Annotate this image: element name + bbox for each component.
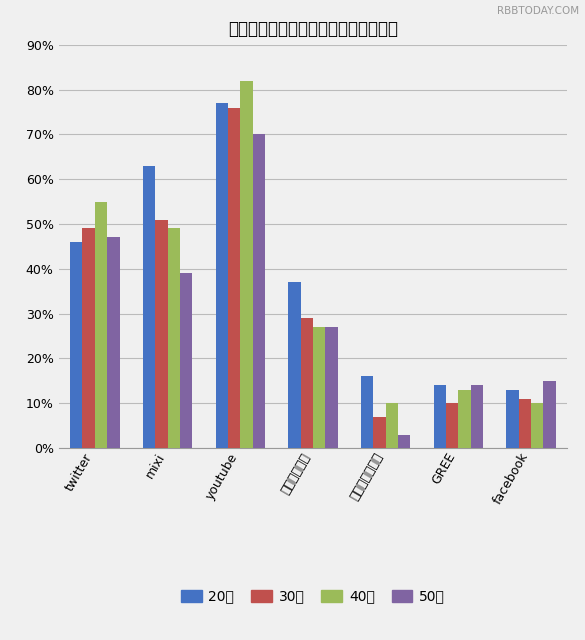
Bar [301,318,313,448]
Bar [325,327,338,448]
Bar [253,134,265,448]
Bar [288,282,301,448]
Bar [531,403,543,448]
Bar [507,390,519,448]
Bar [180,273,192,448]
Legend: 20代, 30代, 40代, 50代: 20代, 30代, 40代, 50代 [175,584,451,609]
Bar [446,403,459,448]
Bar [82,228,95,448]
Text: RBBTODAY.COM: RBBTODAY.COM [497,6,579,17]
Bar [519,399,531,448]
Bar [471,385,483,448]
Bar [155,220,167,448]
Bar [433,385,446,448]
Bar [543,381,556,448]
Bar [107,237,119,448]
Bar [167,228,180,448]
Bar [373,417,386,448]
Bar [215,103,228,448]
Bar [143,166,155,448]
Bar [240,81,253,448]
Bar [386,403,398,448]
Bar [361,376,373,448]
Bar [313,327,325,448]
Bar [398,435,411,448]
Bar [70,242,82,448]
Bar [459,390,471,448]
Title: 年代別　ソーシャルメディア利用動向: 年代別 ソーシャルメディア利用動向 [228,20,398,38]
Bar [95,202,107,448]
Bar [228,108,240,448]
